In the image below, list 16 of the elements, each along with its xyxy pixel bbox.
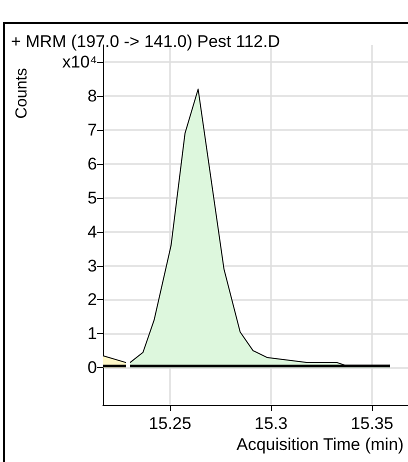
chart-title: + MRM (197.0 -> 141.0) Pest 112.D — [11, 32, 280, 51]
y-axis-title: Counts — [14, 68, 30, 119]
x-tick-label: 15.3 — [254, 414, 288, 433]
y-tick-label: 4 — [88, 222, 97, 242]
y-tick-label: 0 — [88, 358, 97, 378]
x-tick-label: 15.35 — [350, 414, 394, 433]
y-tick-label: 7 — [88, 120, 97, 140]
y-tick-label: 2 — [88, 290, 97, 310]
y-tick-label: 5 — [88, 188, 97, 208]
x-axis-title: Acquisition Time (min) — [236, 435, 404, 454]
y-tick-label: 6 — [88, 154, 97, 174]
y-tick-label: x10⁴ — [62, 52, 97, 72]
y-tick-label: 8 — [88, 86, 97, 106]
y-tick-label: 1 — [88, 324, 97, 344]
y-tick-label: 3 — [88, 256, 97, 276]
x-tick-label: 15.25 — [148, 414, 192, 433]
